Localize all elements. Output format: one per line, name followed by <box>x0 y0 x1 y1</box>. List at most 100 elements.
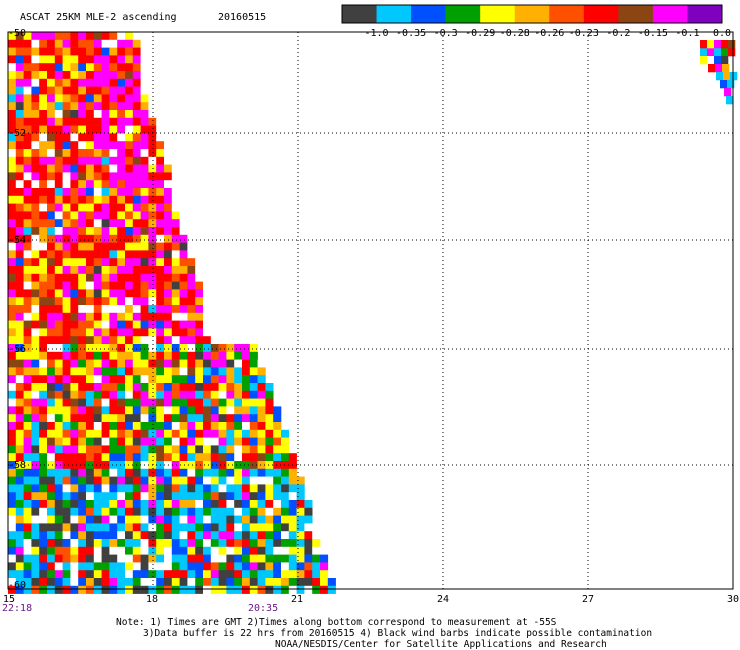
colorbar-swatch <box>514 5 550 23</box>
swath-cell <box>39 461 48 470</box>
swath-cell <box>47 554 56 563</box>
swath-cell <box>288 562 297 571</box>
swath-cell <box>125 164 134 173</box>
swath-cell <box>288 476 297 485</box>
swath-cell <box>125 227 134 236</box>
swath-cell <box>109 141 118 150</box>
swath-cell <box>125 47 134 56</box>
swath-cell <box>125 328 134 337</box>
swath-cell <box>117 234 126 243</box>
swath-cell <box>179 344 188 353</box>
swath-cell <box>179 172 188 181</box>
swath-cell <box>78 281 87 290</box>
swath-cell <box>210 242 219 251</box>
swath-cell <box>125 305 134 314</box>
swath-cell <box>78 125 87 134</box>
swath-cell <box>101 344 110 353</box>
swath-cell <box>140 188 149 197</box>
swath-cell <box>15 55 24 64</box>
swath-cell <box>86 429 95 438</box>
swath-cell <box>187 484 196 493</box>
swath-cell <box>54 515 63 524</box>
swath-cell <box>125 55 134 64</box>
swath-cell <box>39 297 48 306</box>
swath-cell <box>31 484 40 493</box>
swath-cell <box>8 188 17 197</box>
swath-cell <box>234 351 243 360</box>
swath-cell <box>257 539 266 548</box>
swath-cell <box>101 32 110 41</box>
swath-cell <box>15 468 24 477</box>
swath-cell <box>234 406 243 415</box>
swath-cell <box>93 539 102 548</box>
swath-cell <box>132 523 141 532</box>
swath-cell <box>296 578 305 587</box>
swath-cell <box>109 180 118 189</box>
swath-cell <box>23 266 32 275</box>
swath-cell <box>156 110 165 119</box>
swath-cell <box>54 289 63 298</box>
swath-cell <box>288 523 297 532</box>
swath-cell <box>47 149 56 158</box>
swath-cell <box>187 523 196 532</box>
swath-cell <box>218 531 227 540</box>
swath-cell <box>39 219 48 228</box>
swath-cell <box>234 492 243 501</box>
swath-cell <box>117 531 126 540</box>
swath-cell <box>15 476 24 485</box>
swath-cell <box>210 281 219 290</box>
swath-cell <box>39 375 48 384</box>
swath-cell <box>54 273 63 282</box>
swath-cell <box>23 305 32 314</box>
swath-cell <box>125 149 134 158</box>
swath-cell <box>93 507 102 516</box>
swath-cell <box>242 507 251 516</box>
swath-cell <box>242 312 251 321</box>
swath-cell <box>93 437 102 446</box>
swath-cell <box>54 63 63 72</box>
swath-cell <box>715 64 723 73</box>
swath-cell <box>54 156 63 165</box>
swath-cell <box>39 344 48 353</box>
swath-cell <box>203 242 212 251</box>
swath-cell <box>93 562 102 571</box>
swath-cell <box>288 507 297 516</box>
swath-cell <box>187 312 196 321</box>
swath-cell <box>179 546 188 555</box>
swath-cell <box>93 102 102 111</box>
swath-cell <box>242 461 251 470</box>
swath-cell <box>265 461 274 470</box>
swath-cell <box>171 156 180 165</box>
swath-cell <box>203 546 212 555</box>
swath-cell <box>39 164 48 173</box>
swath-cell <box>140 570 149 579</box>
swath-cell <box>257 468 266 477</box>
swath-cell <box>93 203 102 212</box>
swath-cell <box>226 507 235 516</box>
swath-cell <box>15 312 24 321</box>
swath-cell <box>187 297 196 306</box>
swath-cell <box>234 554 243 563</box>
swath-cell <box>156 203 165 212</box>
swath-cell <box>125 258 134 267</box>
swath-cell <box>125 281 134 290</box>
swath-cell <box>249 367 258 376</box>
swath-cell <box>70 242 79 251</box>
swath-cell <box>117 390 126 399</box>
swath-cell <box>179 188 188 197</box>
swath-cell <box>171 531 180 540</box>
swath-cell <box>39 546 48 555</box>
swath-cell <box>39 94 48 103</box>
swath-cell <box>132 500 141 509</box>
swath-cell <box>23 468 32 477</box>
swath-cell <box>8 336 17 345</box>
colorbar-tick-label: -1.0 <box>364 28 388 39</box>
swath-cell <box>140 336 149 345</box>
swath-cell <box>70 219 79 228</box>
swath-cell <box>15 328 24 337</box>
swath-cell <box>140 320 149 329</box>
swath-cell <box>148 406 157 415</box>
swath-cell <box>156 453 165 462</box>
swath-cell <box>125 39 134 48</box>
swath-cell <box>8 63 17 72</box>
